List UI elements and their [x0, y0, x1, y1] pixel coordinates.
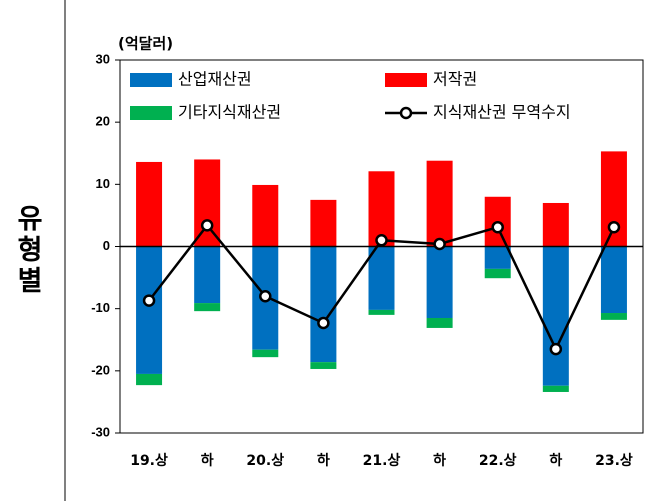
line-marker	[259, 289, 272, 303]
line-marker	[375, 234, 388, 247]
y-tick-label: 0	[103, 238, 110, 253]
bar	[310, 199, 337, 247]
x-tick-label: 하	[317, 452, 330, 469]
bar	[484, 246, 511, 269]
x-tick-label: 하	[433, 452, 446, 469]
legend-label: 저작권	[433, 70, 477, 89]
bar	[136, 246, 163, 374]
line-marker	[142, 294, 156, 307]
line-marker	[200, 219, 214, 232]
y-tick-label: 10	[96, 176, 110, 191]
bar	[136, 161, 163, 247]
legend-label: 산업재산권	[178, 70, 252, 89]
bar	[600, 313, 627, 320]
legend-swatch	[385, 73, 427, 87]
bar	[426, 246, 453, 318]
line-marker	[549, 342, 563, 356]
bar	[600, 246, 627, 314]
x-tick-label: 하	[549, 452, 562, 469]
legend-marker	[399, 106, 413, 120]
x-tick-label: 19.상	[130, 453, 168, 469]
legend-label: 기타지식재산권	[178, 103, 281, 122]
x-tick-label: 하	[201, 452, 214, 469]
bar	[542, 385, 569, 392]
unit-label: (억달러)	[118, 35, 173, 53]
line-marker	[317, 316, 330, 330]
bar	[310, 246, 337, 363]
line-marker	[491, 220, 504, 234]
bar	[252, 184, 279, 247]
y-tick-label: -30	[91, 424, 110, 439]
y-tick-label: -20	[91, 362, 110, 377]
bar	[194, 246, 221, 304]
line-marker	[607, 220, 621, 234]
y-tick-label: -10	[91, 300, 110, 315]
bar	[136, 373, 163, 386]
bar	[484, 268, 511, 279]
line-marker	[433, 237, 446, 251]
bar	[426, 317, 453, 328]
bar	[542, 246, 569, 386]
legend-swatch	[130, 73, 172, 87]
bar	[194, 303, 221, 312]
x-tick-label: 22.상	[479, 453, 517, 469]
x-tick-label: 23.상	[595, 453, 633, 469]
bar	[368, 171, 395, 247]
bar	[368, 309, 395, 315]
bar	[368, 246, 395, 310]
bar	[252, 349, 279, 358]
x-tick-label: 20.상	[246, 453, 284, 469]
bar	[194, 159, 221, 247]
x-tick-label: 21.상	[363, 453, 401, 469]
bar	[426, 160, 453, 247]
y-tick-label: 30	[96, 51, 110, 66]
bar	[542, 202, 569, 247]
legend-swatch	[130, 106, 172, 120]
bar	[310, 362, 337, 369]
legend-label: 지식재산권 무역수지	[433, 103, 571, 122]
y-tick-label: 20	[96, 114, 110, 129]
